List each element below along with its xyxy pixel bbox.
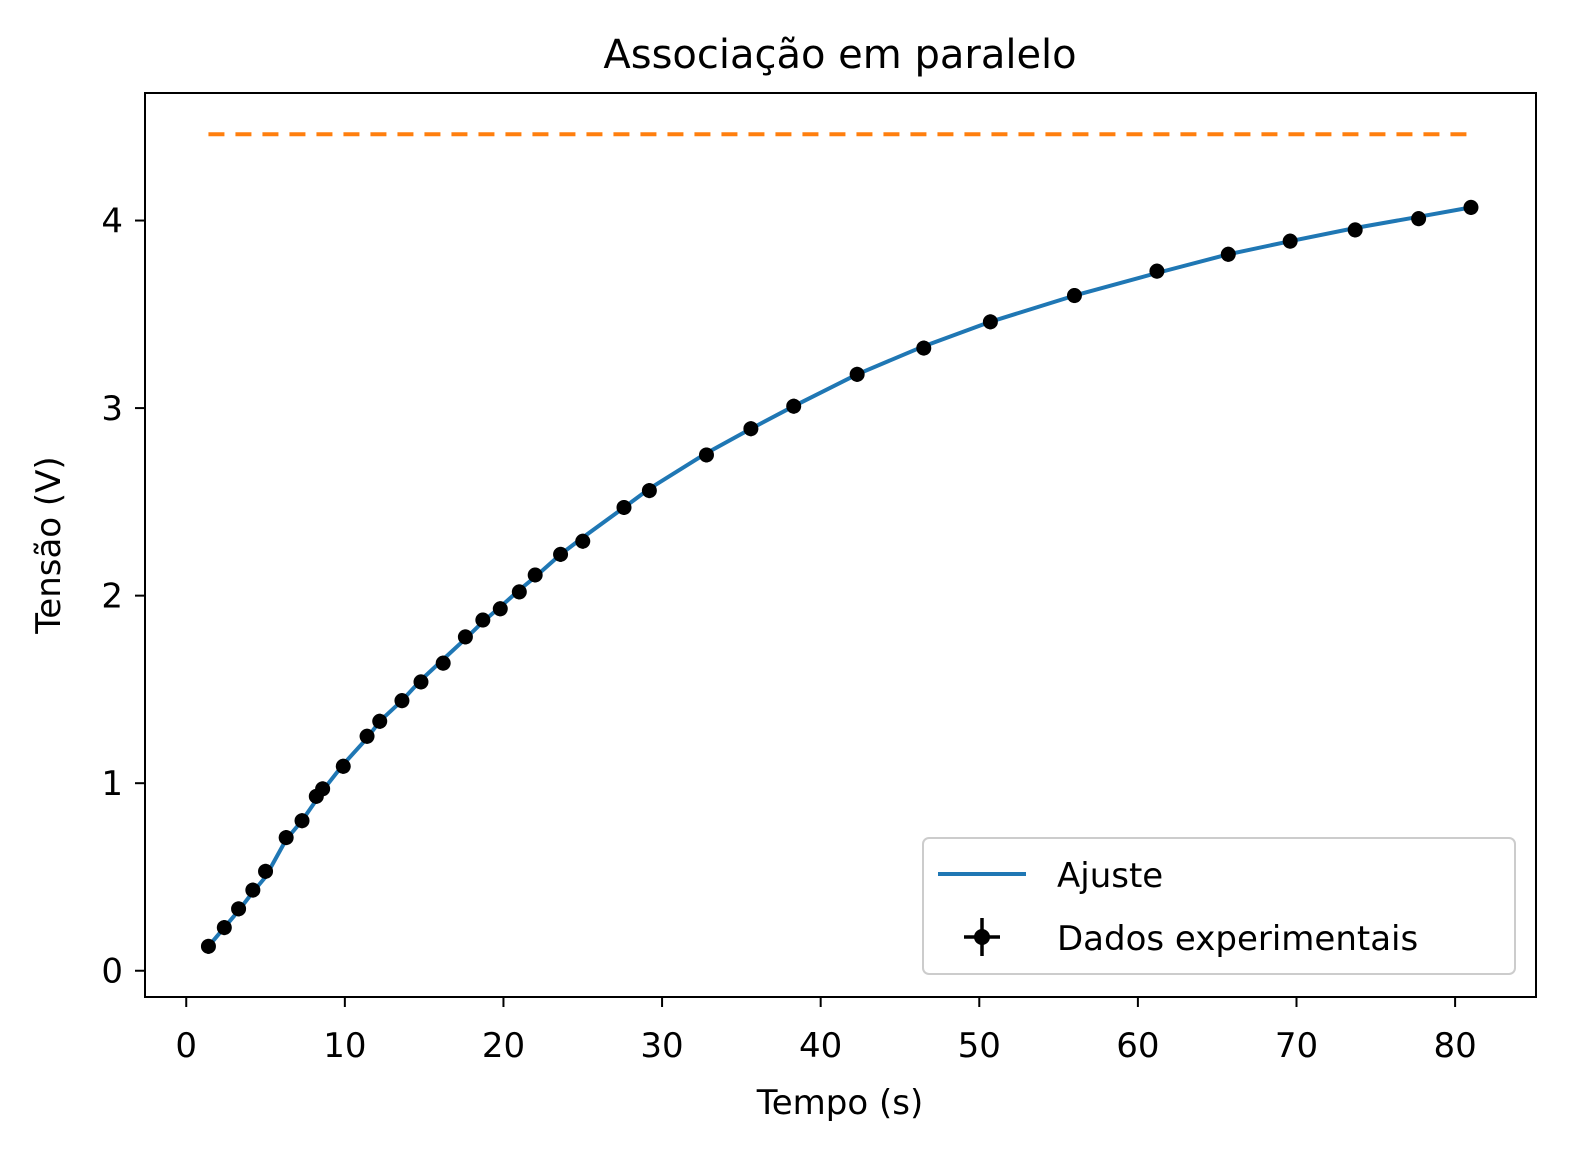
data-point [553,546,569,562]
x-tick-label: 80 [1433,1026,1476,1066]
data-point [786,398,802,414]
axes-frame [144,92,1537,998]
data-point [372,713,388,729]
data-point [394,693,410,709]
legend-errorbar-swatch [964,918,1000,956]
data-point [278,830,294,846]
data-point [359,728,375,744]
data-point [315,781,331,797]
y-axis-title: Tensão (V) [29,456,69,634]
x-tick-label: 40 [799,1026,842,1066]
y-tick-label: 4 [101,202,123,242]
x-tick-label: 30 [640,1026,683,1066]
y-tick-label: 2 [101,577,123,617]
data-point [475,612,491,628]
legend-label-dados: Dados experimentais [1057,919,1418,959]
data-point [616,499,632,515]
data-point [1411,211,1427,227]
y-tick-label: 0 [101,952,123,992]
data-point [294,813,310,829]
y-tick-label: 3 [101,389,123,429]
data-point [1282,233,1298,249]
data-point [245,882,261,898]
plot-area [200,132,1479,954]
data-point [743,421,759,437]
data-point [849,366,865,382]
data-point [335,758,351,774]
data-point [216,920,232,936]
x-axis-ticks: 0 10 20 30 40 50 60 70 80 [175,997,1477,1066]
x-axis-title: Tempo (s) [756,1083,923,1123]
data-point [1149,263,1165,279]
data-point [231,901,247,917]
y-tick-label: 1 [101,764,123,804]
x-tick-label: 10 [323,1026,366,1066]
data-point [916,340,932,356]
data-point [200,938,216,954]
data-point [435,655,451,671]
chart-title: Associação em paralelo [603,32,1076,78]
legend: Ajuste Dados experimentais [922,837,1516,975]
data-point [258,863,274,879]
data-point [1463,199,1479,215]
data-point [1347,222,1363,238]
legend-box [922,837,1516,975]
x-tick-label: 70 [1275,1026,1318,1066]
x-tick-label: 50 [958,1026,1001,1066]
data-point [492,601,508,617]
y-axis-ticks: 0 1 2 3 4 [101,202,145,992]
data-point [413,674,429,690]
x-tick-label: 60 [1116,1026,1159,1066]
data-point [511,584,527,600]
data-point [457,629,473,645]
data-point [575,533,591,549]
data-point [641,483,657,499]
x-tick-label: 0 [175,1026,197,1066]
legend-label-ajuste: Ajuste [1057,856,1163,896]
data-point [1220,246,1236,262]
data-point [527,567,543,583]
x-tick-label: 20 [482,1026,525,1066]
data-point [698,447,714,463]
data-point [1066,288,1082,304]
data-point [982,314,998,330]
